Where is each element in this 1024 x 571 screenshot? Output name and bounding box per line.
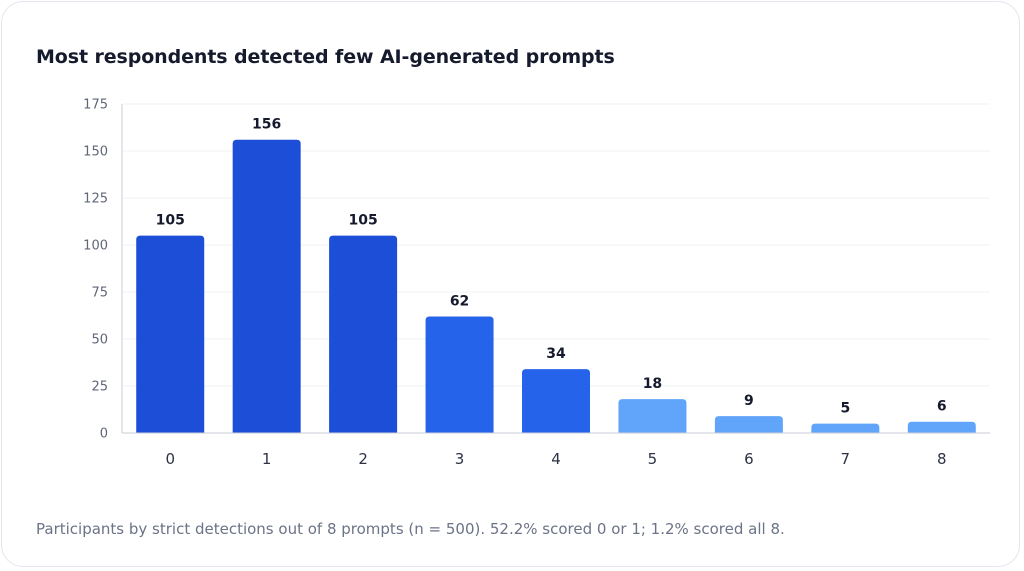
bar-6: [714, 416, 783, 433]
value-label: 34: [546, 346, 566, 362]
x-tick-label: 4: [551, 450, 561, 468]
x-tick-label: 5: [648, 450, 658, 468]
value-label: 9: [744, 393, 754, 409]
bar-3: [425, 316, 494, 433]
y-tick-label: 25: [91, 380, 108, 395]
chart-title: Most respondents detected few AI-generat…: [36, 46, 615, 68]
bar-4: [522, 369, 590, 433]
chart-caption: Participants by strict detections out of…: [36, 520, 785, 538]
bar-5: [618, 399, 687, 433]
value-label: 105: [348, 213, 377, 229]
value-label: 105: [156, 213, 185, 229]
y-tick-label: 75: [91, 286, 108, 301]
x-tick-label: 2: [358, 450, 368, 468]
x-tick-label: 8: [937, 450, 947, 468]
value-label: 18: [643, 376, 662, 392]
y-tick-label: 0: [100, 427, 108, 442]
bar-8: [907, 421, 976, 433]
x-tick-label: 1: [262, 450, 272, 468]
value-label: 6: [937, 399, 947, 415]
y-tick-label: 175: [83, 98, 108, 113]
value-label: 62: [450, 293, 469, 309]
y-tick-label: 100: [83, 239, 108, 254]
value-label: 5: [840, 401, 850, 417]
y-tick-label: 50: [91, 333, 108, 348]
bar-0: [136, 235, 205, 433]
bar-2: [329, 235, 398, 433]
bar-1: [232, 139, 301, 433]
x-tick-label: 3: [455, 450, 465, 468]
value-label: 156: [252, 117, 281, 133]
y-tick-label: 150: [83, 145, 108, 160]
y-tick-label: 125: [83, 192, 108, 207]
x-tick-label: 6: [744, 450, 754, 468]
x-tick-label: 7: [841, 450, 851, 468]
bar-7: [811, 423, 880, 433]
x-tick-label: 0: [165, 450, 175, 468]
